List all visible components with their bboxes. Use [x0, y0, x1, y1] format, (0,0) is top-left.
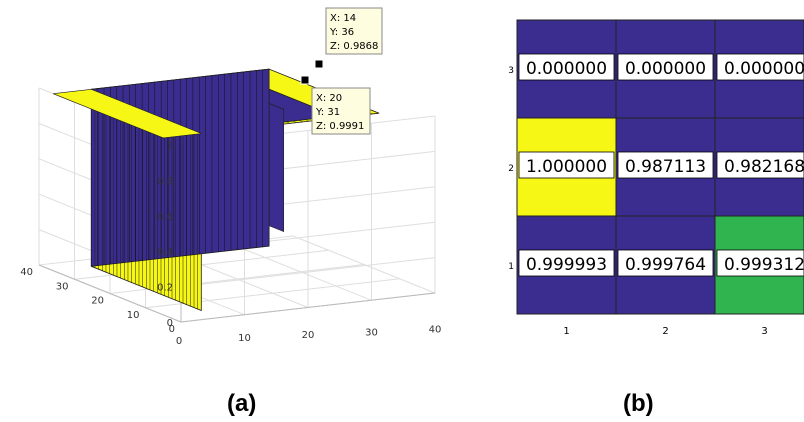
datatip-line: X: 20 [316, 93, 342, 104]
cell-value: 1.000000 [526, 157, 607, 177]
cell-value-box [518, 53, 615, 81]
x-tick-label: 3 [761, 326, 767, 337]
x-tick-label: 40 [429, 324, 442, 335]
x-tick-label: 1 [563, 326, 569, 337]
z-tick-label: 0 [167, 318, 173, 329]
cell-value: 0.000000 [526, 59, 607, 79]
y-tick-label: 3 [508, 66, 514, 76]
datatip-marker [300, 75, 310, 85]
z-tick-label: 0.2 [157, 283, 173, 294]
x-tick-label: 20 [302, 330, 315, 341]
z-tick-label: 0.8 [157, 176, 173, 187]
cell-value-box [716, 249, 804, 277]
surface-rim-left [53, 88, 202, 139]
cell-value: 0.999312 [724, 255, 804, 275]
datatip: X: 14 Y: 36 Z: 0.9868 [314, 7, 383, 69]
panel-label-a: (a) [227, 390, 257, 417]
y-tick-label: 40 [20, 267, 33, 278]
y-tick-label: 2 [508, 164, 514, 174]
y-tick-label: 20 [91, 296, 104, 307]
z-tick-label: 0.4 [157, 247, 173, 258]
datatip-line: Y: 36 [329, 27, 354, 38]
datatip-line: Z: 0.9868 [330, 41, 378, 52]
datatip-line: X: 14 [330, 13, 356, 24]
x-tick-label: 30 [365, 327, 378, 338]
cell-value-box [518, 249, 615, 277]
cell-value-box [617, 151, 714, 179]
cell-value: 0.000000 [724, 59, 804, 79]
z-tick-label: 1 [167, 141, 173, 152]
heatmap-plot-b: 0.000000 0.000000 0.000000 3 1.000000 0.98711… [508, 19, 804, 337]
cell-value: 0.000000 [625, 59, 706, 79]
y-tick-label: 30 [56, 281, 69, 292]
axis-frame [38, 264, 436, 323]
datatip-line: Y: 31 [315, 107, 340, 118]
cell-value-box [617, 249, 714, 277]
heatmap-frame [516, 19, 804, 315]
cell-value: 0.999993 [526, 255, 607, 275]
cell-value: 0.982168 [724, 157, 804, 177]
cell-value-box [617, 53, 714, 81]
datatip-line: Z: 0.9991 [316, 121, 364, 132]
cell-value: 0.999764 [625, 255, 706, 275]
z-tick-label: 0.6 [157, 212, 173, 223]
cell-value: 0.987113 [625, 157, 706, 177]
grid-line [292, 116, 436, 294]
x-tick-label: 0 [176, 336, 182, 347]
datatip-box [311, 87, 371, 135]
cell-value-box [518, 151, 615, 179]
datatip-marker [314, 59, 324, 69]
datatip-box [325, 7, 383, 55]
y-tick-label: 0 [169, 324, 175, 335]
grid-line [38, 264, 436, 323]
x-tick-label: 2 [662, 326, 668, 337]
panel-label-b: (b) [623, 390, 654, 417]
cell-value-box [716, 151, 804, 179]
y-tick-label: 1 [508, 262, 514, 272]
datatip: X: 20 Y: 31 Z: 0.9991 [300, 75, 371, 135]
cell-value-box [716, 53, 804, 81]
y-tick-label: 10 [127, 310, 140, 321]
x-tick-label: 10 [238, 333, 251, 344]
